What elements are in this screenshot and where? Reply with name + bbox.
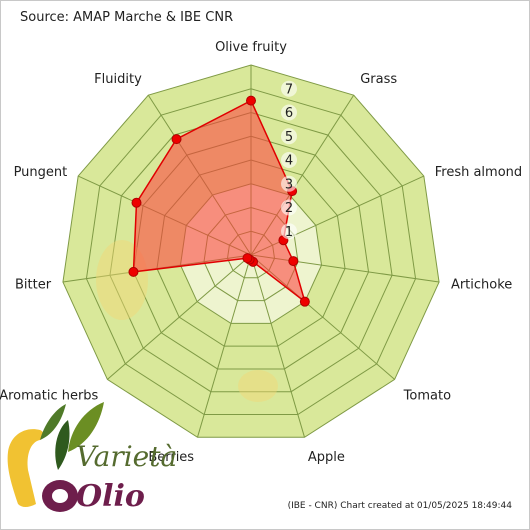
axis-label: Berries: [148, 450, 194, 465]
watermark-olive: [238, 370, 278, 402]
tick-label: 7: [285, 82, 293, 97]
grid-spoke: [196, 254, 252, 438]
logo-text-varieta: Varietà: [76, 440, 177, 473]
tick-bg: [281, 152, 297, 168]
data-point: [131, 197, 142, 208]
data-point: [128, 266, 139, 277]
tick-bg: [281, 175, 297, 192]
axis-label: Bitter: [15, 278, 52, 293]
tick-label: 6: [285, 106, 293, 121]
tick-label: 5: [285, 130, 293, 145]
data-point: [299, 296, 310, 307]
data-point: [246, 95, 256, 106]
tick-label: 2: [285, 201, 293, 216]
tick-label: 1: [285, 225, 293, 240]
tick-bg: [281, 199, 297, 216]
tick-bg: [281, 128, 297, 145]
grid-spoke: [250, 254, 306, 438]
axis-label: Tomato: [403, 388, 451, 403]
series-area: [128, 95, 310, 307]
grid-spoke: [107, 254, 252, 380]
axis-label: Artichoke: [451, 278, 512, 293]
tick-bg: [281, 80, 297, 97]
axis-label: Pungent: [14, 165, 68, 180]
axis-label: Aromatic herbs: [0, 388, 99, 403]
data-point: [242, 253, 253, 264]
axis-labels: Olive fruity Grass Fresh almond Artichoke To…: [0, 40, 522, 465]
data-point: [171, 134, 182, 145]
radial-ticks: 1 2 3 4 5 6 7: [281, 80, 297, 240]
olio-logo: Varietà Olio: [7, 402, 177, 514]
data-point: [288, 256, 299, 267]
axis-label: Olive fruity: [215, 40, 287, 55]
tick-label: 3: [285, 177, 293, 192]
axis-label: Fresh almond: [435, 165, 522, 180]
source-note: Source: AMAP Marche & IBE CNR: [20, 10, 233, 25]
axis-label: Fluidity: [94, 72, 142, 87]
logo-text-olio: Olio: [76, 479, 145, 514]
tick-label: 4: [285, 154, 293, 169]
tick-bg: [281, 104, 297, 121]
axis-label: Grass: [360, 72, 397, 87]
footer-credit: (IBE - CNR) Chart created at 01/05/2025 …: [288, 501, 513, 511]
tick-bg: [281, 223, 297, 240]
axis-label: Apple: [308, 450, 345, 465]
